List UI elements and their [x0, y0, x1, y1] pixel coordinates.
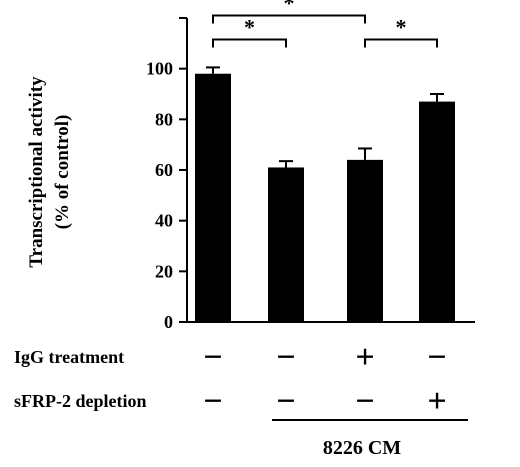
condition-symbol: − [276, 383, 295, 420]
y-tick-label: 40 [155, 211, 173, 231]
condition-symbol: − [427, 339, 446, 376]
significance-bracket [364, 38, 438, 48]
condition-table: IgG treatment − − + − sFRP-2 depletion − − − + [14, 339, 447, 420]
y-axis-label-line1: Transcriptional activity [26, 76, 47, 268]
y-tick-label: 0 [164, 312, 173, 332]
significance-mark: * [284, 0, 295, 15]
y-tick-label: 100 [146, 59, 173, 79]
condition-symbol: − [276, 339, 295, 376]
y-axis-label-line2: (% of control) [52, 115, 73, 230]
y-axis-ticks: 0 20 40 60 80 100 [146, 17, 187, 332]
condition-symbol: + [427, 383, 446, 420]
condition-symbol: + [355, 339, 374, 376]
group-label: 8226 CM [323, 437, 401, 459]
condition-symbol: − [203, 383, 222, 420]
y-tick-label: 60 [155, 160, 173, 180]
condition-symbol: − [355, 383, 374, 420]
significance-bracket [212, 38, 287, 48]
significance-mark: * [244, 15, 255, 40]
condition-label: sFRP-2 depletion [14, 391, 147, 411]
significance-mark: * [396, 15, 407, 40]
condition-symbol: − [203, 339, 222, 376]
group-annotation: 8226 CM [272, 419, 468, 459]
y-tick-label: 20 [155, 261, 173, 281]
significance-bracket [212, 14, 366, 24]
significance-brackets: * * * [212, 0, 438, 48]
bar [419, 101, 455, 322]
bar [268, 167, 304, 322]
bar [347, 159, 383, 322]
y-tick-label: 80 [155, 109, 173, 129]
condition-label: IgG treatment [14, 347, 124, 367]
bars [195, 66, 455, 322]
bar [195, 73, 231, 322]
y-axis-label: Transcriptional activity (% of control) [26, 76, 73, 268]
